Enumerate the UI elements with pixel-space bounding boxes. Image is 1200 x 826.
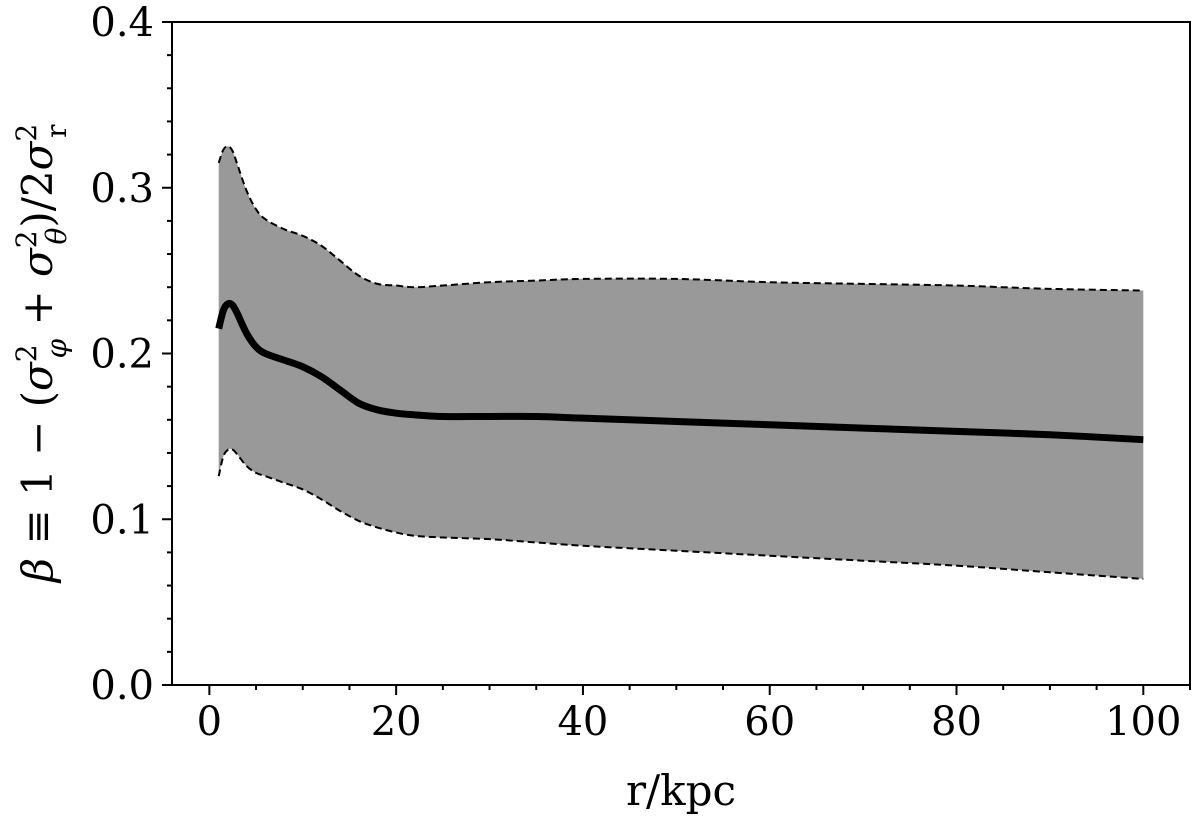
plot-area bbox=[215, 145, 1144, 580]
y-tick-label: 0.2 bbox=[90, 332, 154, 378]
y-tick-label: 0.3 bbox=[90, 166, 154, 212]
svg-text:β ≡ 1 − (σ2φ + σ2θ)/2σ2r: β ≡ 1 − (σ2φ + σ2θ)/2σ2r bbox=[10, 124, 73, 584]
y-axis-label: β ≡ 1 − (σ2φ + σ2θ)/2σ2r bbox=[10, 124, 73, 584]
x-tick-label: 60 bbox=[744, 699, 795, 745]
uncertainty-band bbox=[218, 146, 1144, 579]
x-tick-label: 80 bbox=[931, 699, 982, 745]
y-tick-label: 0.1 bbox=[90, 497, 154, 543]
y-tick-label: 0.0 bbox=[90, 663, 154, 709]
x-tick-label: 100 bbox=[1105, 699, 1181, 745]
y-tick-label: 0.4 bbox=[90, 0, 154, 46]
x-tick-label: 20 bbox=[371, 699, 422, 745]
x-tick-label: 0 bbox=[197, 699, 222, 745]
lower-bound-line bbox=[217, 447, 1144, 580]
x-tick-label: 40 bbox=[557, 699, 608, 745]
beta-mean-line bbox=[215, 299, 1144, 444]
x-axis-label: r/kpc bbox=[626, 766, 736, 815]
ticks: 0 20 40 60 80 100 0.0 0.1 0.2 0.3 0.4 bbox=[90, 0, 1191, 745]
upper-bound-line bbox=[217, 145, 1144, 292]
